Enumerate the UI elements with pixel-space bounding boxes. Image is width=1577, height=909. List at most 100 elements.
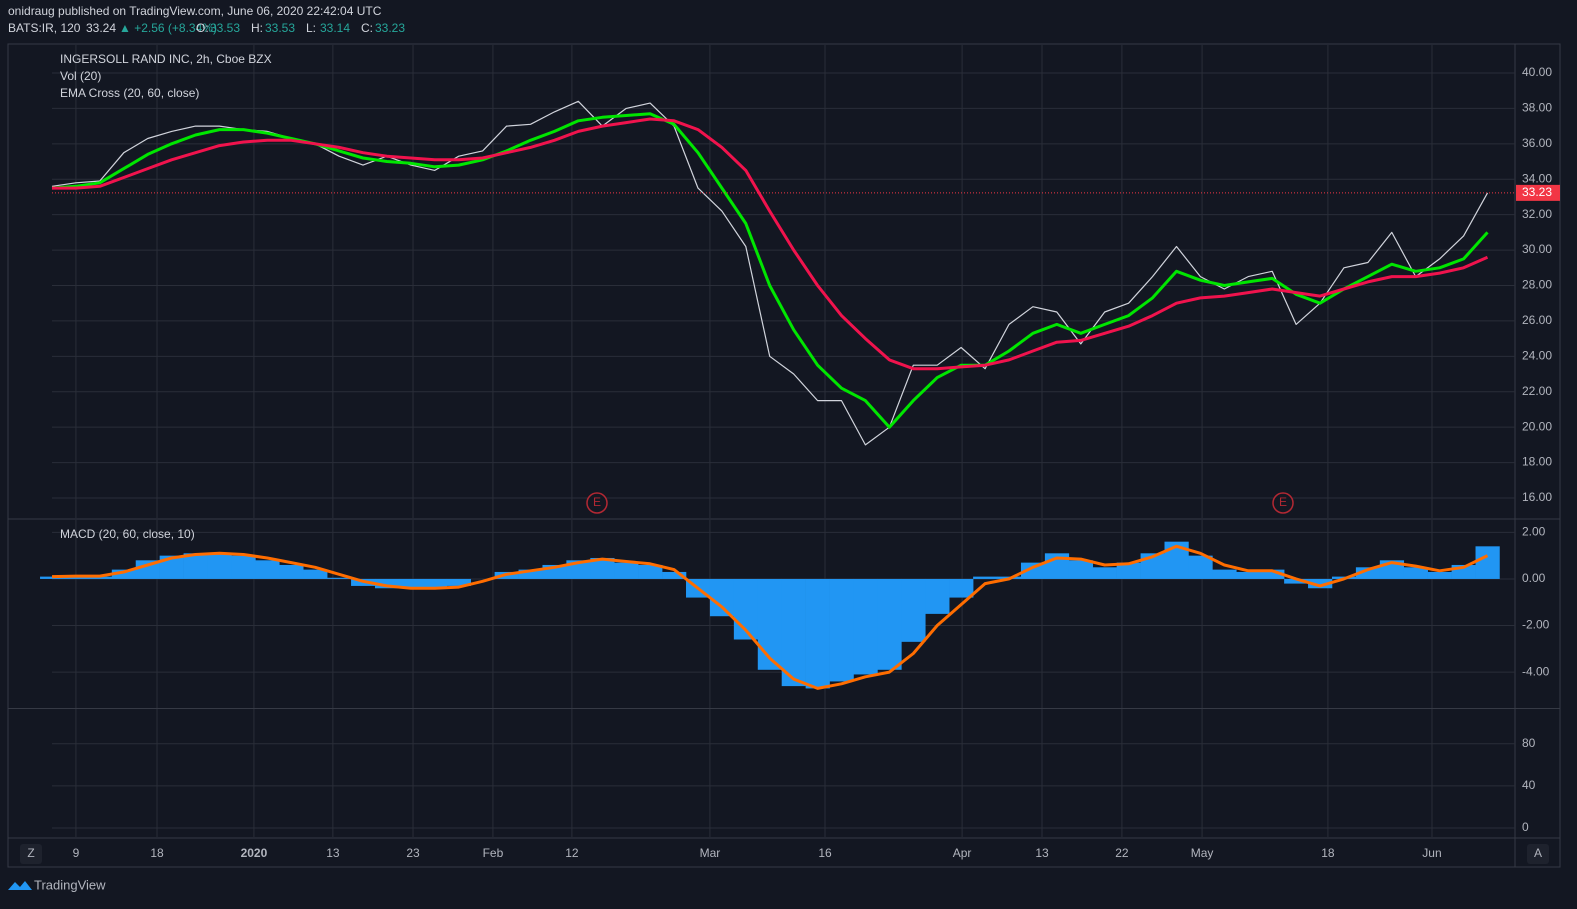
panel-annotation: EMA Cross (20, 60, close) [60,86,199,100]
y-tick-label: 30.00 [1522,242,1552,256]
series-line [51,112,1489,429]
macd-bar [877,578,902,670]
ohlc-value: 33.23 [375,21,405,35]
macd-bar [757,578,783,670]
macd-bar [518,569,543,579]
macd-bar [422,578,448,589]
y-tick-label: 80 [1522,736,1536,750]
y-tick-label: 40 [1522,778,1536,792]
macd-bar [1427,571,1452,579]
x-tick-label: May [1191,846,1214,860]
ohlc-key: L: [306,21,316,35]
series-line [51,544,1489,690]
macd-bar [1068,560,1094,579]
a-button[interactable] [1527,844,1549,864]
y-tick-label: 28.00 [1522,278,1552,292]
logo [8,881,32,890]
y-tick-label: 40.00 [1522,65,1552,79]
macd-bar [638,564,663,579]
series-line [52,117,1489,371]
macd-bar [207,553,232,579]
macd-bar [279,564,304,579]
x-tick-label: 12 [565,846,579,860]
ohlc-key: H: [251,21,263,35]
frame [7,43,1561,868]
earnings-label: E [593,495,601,509]
y-tick-label: 18.00 [1522,455,1552,469]
macd-bar [614,562,639,579]
last: 33.24 [86,21,116,35]
x-tick-label: Apr [953,846,972,860]
macd-bar [1308,578,1333,589]
y-tick-label: 0 [1522,820,1529,834]
macd-bar [255,560,280,579]
x-tick-label: 2020 [241,846,268,860]
x-tick-label: 23 [406,846,420,860]
macd-bar [662,571,687,579]
macd-bar [1092,567,1117,579]
macd-bar [1020,562,1046,579]
x-tick-label: 18 [150,846,164,860]
y-tick-label: 20.00 [1522,419,1552,433]
y-tick-label: 26.00 [1522,313,1552,327]
macd-bar [805,578,830,689]
macd-bar [829,578,854,682]
macd-bar [446,578,471,586]
ohlc-key: O: [196,21,209,35]
macd-bar [901,578,926,642]
macd-bar [111,569,137,579]
x-tick-label: Jun [1422,846,1441,860]
x-tick-label: 18 [1321,846,1335,860]
ohlc-value: 33.14 [320,21,350,35]
y-tick-label: 36.00 [1522,136,1552,150]
ohlc-key: C: [361,21,373,35]
x-tick-label: 13 [1035,846,1049,860]
change: ▲ +2.56 (+8.34%) [119,21,217,35]
macd-bar [853,578,878,675]
macd-bar [1284,578,1309,584]
ohlc-value: 33.53 [265,21,295,35]
x-tick-label: 16 [818,846,832,860]
macd-bar [303,569,328,579]
macd-bar [1355,567,1381,579]
macd-bar [374,578,400,589]
x-tick-label: 22 [1115,846,1129,860]
y-tick-label: 16.00 [1522,490,1552,504]
macd-bar [183,553,208,579]
z-label[interactable]: Z [27,846,34,860]
ohlc-value: 33.53 [210,21,240,35]
y-tick-label: 22.00 [1522,384,1552,398]
macd-bar [781,578,806,687]
macd-bar [1260,569,1285,579]
y-tick-label: 32.00 [1522,207,1552,221]
macd-bar [590,557,615,579]
macd-bar [1236,571,1261,579]
macd-bar [398,578,424,589]
last-price-label: 33.23 [1522,185,1552,199]
macd-bar [1475,546,1500,579]
macd-bar [159,555,184,579]
y-tick-label: -2.00 [1522,618,1550,632]
x-tick-label: 13 [326,846,340,860]
macd-bar [87,576,113,579]
x-tick-label: 9 [73,846,80,860]
z-button[interactable] [20,844,42,864]
last-price-box [1516,184,1560,201]
macd-bar [135,560,160,579]
earnings-label: E [1279,495,1287,509]
earnings-marker [1272,492,1294,514]
published-line: onidraug published on TradingView.com, J… [8,4,382,18]
y-tick-label: -4.00 [1522,664,1550,678]
macd-bar [1212,569,1237,579]
symbol: BATS:IR, 120 [8,21,81,35]
macd-bar [973,576,998,579]
x-tick-label: Mar [700,846,721,860]
panel-title: MACD (20, 60, close, 10) [60,527,195,541]
macd-bar [709,578,735,617]
earnings-marker [586,492,608,514]
a-label[interactable]: A [1534,846,1542,860]
y-tick-label: 2.00 [1522,525,1546,539]
